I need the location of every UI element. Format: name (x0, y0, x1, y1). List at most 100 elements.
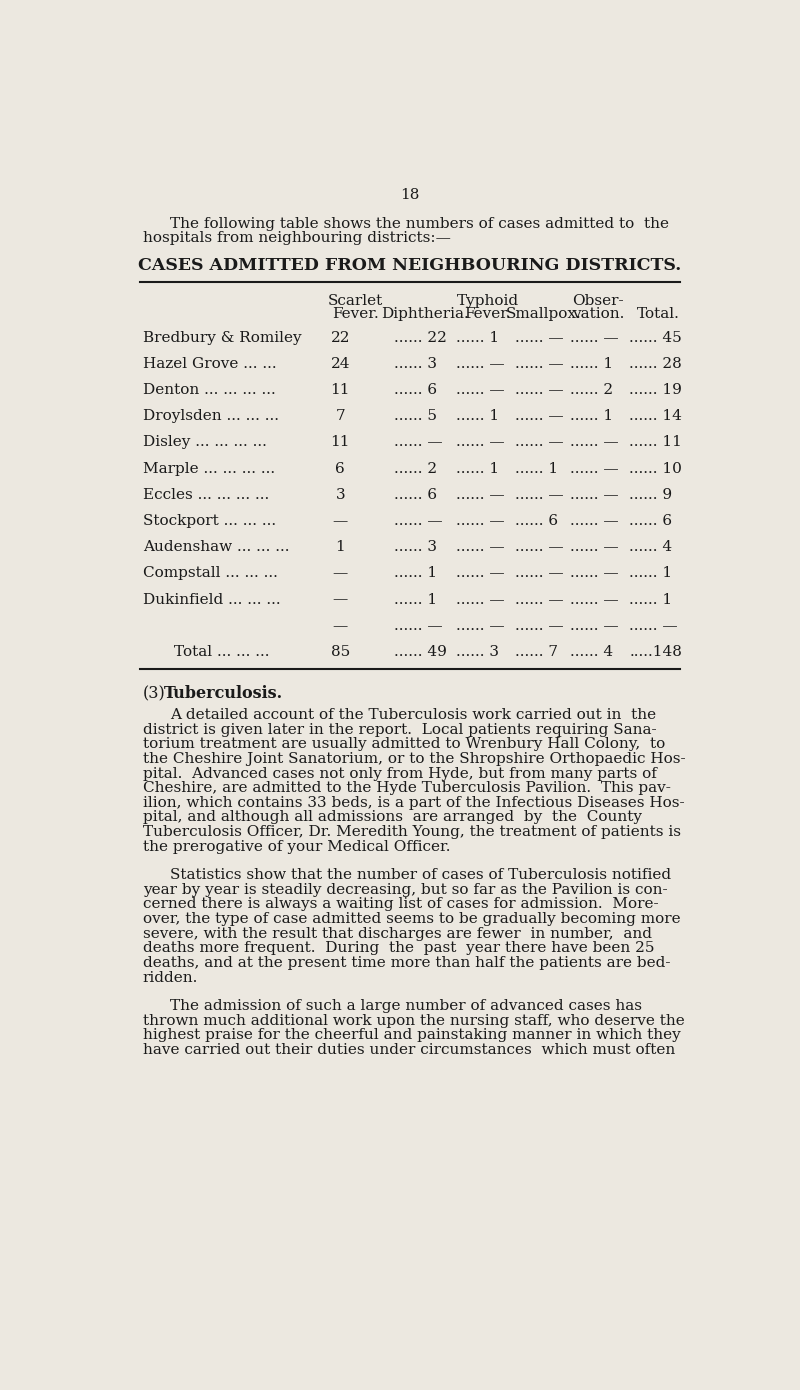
Text: ...... 1: ...... 1 (630, 566, 673, 581)
Text: ...... 2: ...... 2 (394, 461, 438, 475)
Text: ...... 4: ...... 4 (630, 541, 673, 555)
Text: Hazel Grove ... ...: Hazel Grove ... ... (142, 357, 276, 371)
Text: torium treatment are usually admitted to Wrenbury Hall Colony,  to: torium treatment are usually admitted to… (142, 737, 665, 752)
Text: 1: 1 (335, 541, 345, 555)
Text: ...... —: ...... — (457, 488, 505, 502)
Text: ...... —: ...... — (457, 384, 505, 398)
Text: ...... 45: ...... 45 (630, 331, 682, 345)
Text: Obser-: Obser- (573, 293, 624, 307)
Text: Dukinfield ... ... ...: Dukinfield ... ... ... (142, 592, 280, 606)
Text: ...... 1: ...... 1 (570, 409, 614, 424)
Text: ...... 7: ...... 7 (514, 645, 558, 659)
Text: the Cheshire Joint Sanatorium, or to the Shropshire Orthopaedic Hos-: the Cheshire Joint Sanatorium, or to the… (142, 752, 686, 766)
Text: year by year is steadily decreasing, but so far as the Pavilion is con-: year by year is steadily decreasing, but… (142, 883, 667, 897)
Text: 85: 85 (330, 645, 350, 659)
Text: over, the type of case admitted seems to be gradually becoming more: over, the type of case admitted seems to… (142, 912, 680, 926)
Text: 11: 11 (330, 384, 350, 398)
Text: 7: 7 (335, 409, 345, 424)
Text: ...... —: ...... — (570, 514, 619, 528)
Text: Audenshaw ... ... ...: Audenshaw ... ... ... (142, 541, 289, 555)
Text: ...... 6: ...... 6 (514, 514, 558, 528)
Text: Statistics show that the number of cases of Tuberculosis notified: Statistics show that the number of cases… (170, 869, 671, 883)
Text: 24: 24 (330, 357, 350, 371)
Text: Disley ... ... ... ...: Disley ... ... ... ... (142, 435, 266, 449)
Text: ...... —: ...... — (514, 592, 563, 606)
Text: pital.  Advanced cases not only from Hyde, but from many parts of: pital. Advanced cases not only from Hyde… (142, 766, 657, 781)
Text: deaths, and at the present time more than half the patients are bed-: deaths, and at the present time more tha… (142, 956, 670, 970)
Text: ...... 1: ...... 1 (570, 357, 614, 371)
Text: ...... 11: ...... 11 (630, 435, 682, 449)
Text: ...... 10: ...... 10 (630, 461, 682, 475)
Text: —: — (333, 619, 348, 632)
Text: Diphtheria.: Diphtheria. (382, 307, 470, 321)
Text: ...... 6: ...... 6 (394, 488, 438, 502)
Text: Fever.: Fever. (464, 307, 511, 321)
Text: ...... —: ...... — (457, 619, 505, 632)
Text: 18: 18 (400, 188, 420, 202)
Text: Fever.: Fever. (332, 307, 379, 321)
Text: ...... 1: ...... 1 (457, 331, 500, 345)
Text: ...... 1: ...... 1 (457, 409, 500, 424)
Text: Total.: Total. (637, 307, 679, 321)
Text: ...... —: ...... — (394, 435, 443, 449)
Text: 3: 3 (335, 488, 345, 502)
Text: ...... —: ...... — (457, 592, 505, 606)
Text: ...... 3: ...... 3 (394, 357, 438, 371)
Text: the prerogative of your Medical Officer.: the prerogative of your Medical Officer. (142, 840, 450, 853)
Text: The admission of such a large number of advanced cases has: The admission of such a large number of … (170, 999, 642, 1013)
Text: A detailed account of the Tuberculosis work carried out in  the: A detailed account of the Tuberculosis w… (170, 708, 656, 721)
Text: ...... —: ...... — (514, 384, 563, 398)
Text: ...... 19: ...... 19 (630, 384, 682, 398)
Text: ...... —: ...... — (570, 592, 619, 606)
Text: ...... 1: ...... 1 (630, 592, 673, 606)
Text: Bredbury & Romiley: Bredbury & Romiley (142, 331, 302, 345)
Text: Tuberculosis Officer, Dr. Meredith Young, the treatment of patients is: Tuberculosis Officer, Dr. Meredith Young… (142, 826, 681, 840)
Text: ...... 4: ...... 4 (570, 645, 614, 659)
Text: ...... 2: ...... 2 (570, 384, 614, 398)
Text: ...... 1: ...... 1 (394, 592, 438, 606)
Text: Scarlet: Scarlet (328, 293, 383, 307)
Text: Total ... ... ...: Total ... ... ... (174, 645, 269, 659)
Text: ...... —: ...... — (630, 619, 678, 632)
Text: ...... —: ...... — (457, 541, 505, 555)
Text: Marple ... ... ... ...: Marple ... ... ... ... (142, 461, 274, 475)
Text: ...... —: ...... — (514, 619, 563, 632)
Text: Tuberculosis.: Tuberculosis. (163, 685, 282, 702)
Text: ...... —: ...... — (570, 331, 619, 345)
Text: ...... —: ...... — (457, 435, 505, 449)
Text: severe, with the result that discharges are fewer  in number,  and: severe, with the result that discharges … (142, 927, 652, 941)
Text: —: — (333, 592, 348, 606)
Text: ...... —: ...... — (570, 541, 619, 555)
Text: ...... 1: ...... 1 (514, 461, 558, 475)
Text: ...... —: ...... — (514, 435, 563, 449)
Text: Eccles ... ... ... ...: Eccles ... ... ... ... (142, 488, 269, 502)
Text: CASES ADMITTED FROM NEIGHBOURING DISTRICTS.: CASES ADMITTED FROM NEIGHBOURING DISTRIC… (138, 257, 682, 274)
Text: ...... —: ...... — (457, 566, 505, 581)
Text: ...... 1: ...... 1 (457, 461, 500, 475)
Text: 6: 6 (335, 461, 345, 475)
Text: Droylsden ... ... ...: Droylsden ... ... ... (142, 409, 278, 424)
Text: ...... —: ...... — (394, 619, 443, 632)
Text: ...... 22: ...... 22 (394, 331, 447, 345)
Text: ...... —: ...... — (394, 514, 443, 528)
Text: Typhoid: Typhoid (457, 293, 518, 307)
Text: ...... —: ...... — (570, 619, 619, 632)
Text: ...... —: ...... — (514, 331, 563, 345)
Text: ...... —: ...... — (570, 566, 619, 581)
Text: ...... 1: ...... 1 (394, 566, 438, 581)
Text: ...... —: ...... — (514, 566, 563, 581)
Text: Denton ... ... ... ...: Denton ... ... ... ... (142, 384, 275, 398)
Text: —: — (333, 514, 348, 528)
Text: ...... 3: ...... 3 (457, 645, 499, 659)
Text: Compstall ... ... ...: Compstall ... ... ... (142, 566, 278, 581)
Text: The following table shows the numbers of cases admitted to  the: The following table shows the numbers of… (170, 217, 669, 231)
Text: ...... 6: ...... 6 (630, 514, 673, 528)
Text: ...... —: ...... — (570, 435, 619, 449)
Text: ...... —: ...... — (514, 541, 563, 555)
Text: highest praise for the cheerful and painstaking manner in which they: highest praise for the cheerful and pain… (142, 1029, 680, 1042)
Text: ...... 6: ...... 6 (394, 384, 438, 398)
Text: ...... —: ...... — (514, 488, 563, 502)
Text: ...... —: ...... — (514, 357, 563, 371)
Text: ...... —: ...... — (457, 357, 505, 371)
Text: thrown much additional work upon the nursing staff, who deserve the: thrown much additional work upon the nur… (142, 1013, 684, 1027)
